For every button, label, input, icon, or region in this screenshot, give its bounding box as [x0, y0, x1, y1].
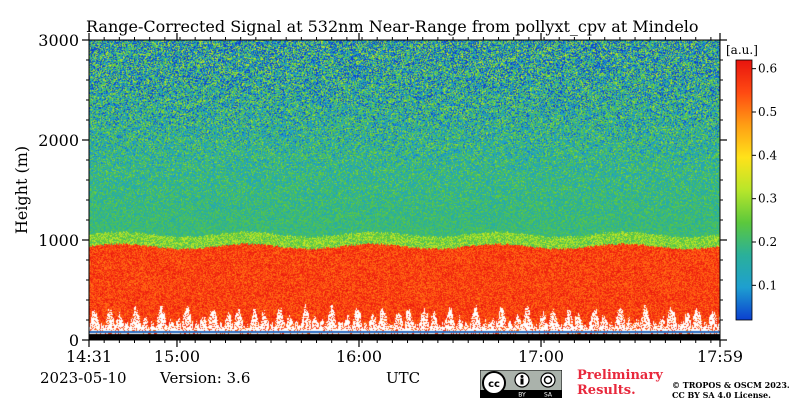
x-tick-label: 14:31	[66, 347, 112, 366]
y-axis: 0 1000 2000 3000	[38, 31, 727, 350]
copyright-line-1: © TROPOS & OSCM 2023.	[672, 380, 790, 390]
preliminary-line-2: Results.	[577, 383, 636, 398]
x-tick-label: 17:00	[518, 347, 564, 366]
colorbar-label: [a.u.]	[726, 43, 758, 57]
copyright-notice: © TROPOS & OSCM 2023. CC BY SA 4.0 Licen…	[672, 380, 790, 400]
preliminary-line-1: Preliminary	[577, 368, 663, 383]
heatmap-image	[89, 40, 720, 340]
plot-frame	[88, 39, 721, 341]
colorbar-tick-label: 0.2	[758, 235, 777, 249]
cc-sa-text: SA	[544, 392, 553, 399]
chart-title: Range-Corrected Signal at 532nm Near-Ran…	[86, 17, 699, 36]
x-tick-label: 15:00	[154, 347, 200, 366]
colorbar-tick-label: 0.6	[758, 62, 777, 76]
colorbar-tick-label: 0.1	[758, 278, 777, 292]
y-tick-label: 3000	[38, 31, 79, 50]
colorbar-ticks: 0.1 0.2 0.3 0.4 0.5 0.6	[752, 62, 777, 292]
sa-icon	[540, 372, 556, 388]
copyright-line-2: CC BY SA 4.0 License.	[672, 390, 771, 400]
svg-text:cc: cc	[488, 379, 500, 390]
heatmap	[89, 40, 720, 340]
cc-by-text: BY	[518, 392, 526, 399]
cc-by-sa-badge: cc BY SA	[480, 370, 562, 398]
y-tick-label: 0	[69, 331, 79, 350]
colorbar-tick-label: 0.5	[758, 105, 777, 119]
x-axis-label: UTC	[386, 369, 421, 387]
colorbar-tick-label: 0.4	[758, 148, 777, 162]
footer-date: 2023-05-10	[40, 369, 127, 387]
colorbar-tick-label: 0.3	[758, 192, 777, 206]
cc-icon	[482, 371, 506, 395]
x-tick-label: 17:59	[697, 347, 743, 366]
x-tick-label: 16:00	[336, 347, 382, 366]
colorbar-gradient	[735, 59, 753, 321]
footer-version: Version: 3.6	[160, 369, 251, 387]
preliminary-notice: Preliminary Results.	[577, 368, 663, 398]
x-axis: 14:31 15:00 16:00 17:00 17:59	[66, 33, 743, 366]
y-tick-label: 1000	[38, 231, 79, 250]
y-tick-label: 2000	[38, 131, 79, 150]
y-axis-label: Height (m)	[12, 146, 31, 234]
colorbar: [a.u.] 0.1 0.2 0.3 0.4 0.5 0.6	[726, 43, 777, 321]
